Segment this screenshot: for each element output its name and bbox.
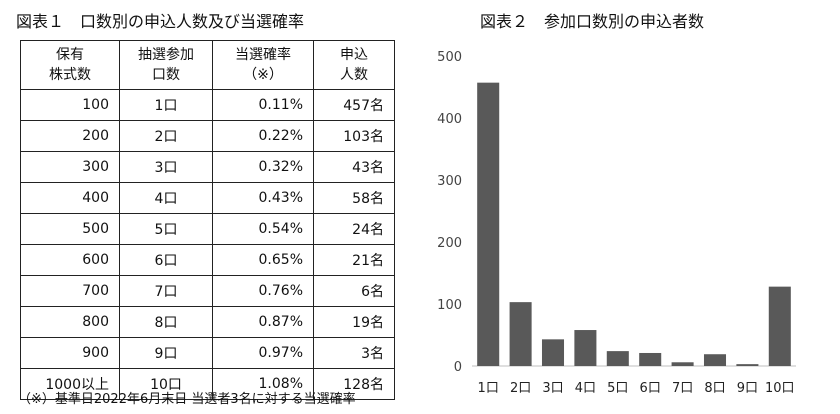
cell-probability: 0.43% <box>212 182 314 214</box>
cell-probability: 0.87% <box>212 306 314 338</box>
bar <box>509 302 532 366</box>
table-row: 900 9口 0.97% 3名 <box>20 337 395 369</box>
cell-shares: 900 <box>20 337 120 369</box>
cell-units: 3口 <box>119 151 213 183</box>
table-row: 600 6口 0.65% 21名 <box>20 244 395 276</box>
cell-applicants: 128名 <box>313 368 395 400</box>
bar <box>574 330 597 366</box>
y-tick-label: 400 <box>437 112 462 127</box>
cell-applicants: 24名 <box>313 213 395 245</box>
cell-units: 4口 <box>119 182 213 214</box>
cell-applicants: 103名 <box>313 120 395 152</box>
cell-units: 8口 <box>119 306 213 338</box>
cell-probability: 0.32% <box>212 151 314 183</box>
table-row: 1000以上 10口 1.08% 128名 <box>20 368 395 400</box>
bar <box>671 362 694 366</box>
bar <box>768 286 791 366</box>
y-tick-label: 500 <box>437 50 462 65</box>
bar <box>477 82 500 366</box>
x-tick-label: 3口 <box>542 381 563 396</box>
x-tick-label: 7口 <box>672 381 693 396</box>
cell-shares: 800 <box>20 306 120 338</box>
cell-shares: 500 <box>20 213 120 245</box>
bar <box>606 351 629 366</box>
cell-applicants: 58名 <box>313 182 395 214</box>
y-tick-label: 200 <box>437 236 462 251</box>
cell-probability: 0.11% <box>212 89 314 121</box>
cell-applicants: 19名 <box>313 306 395 338</box>
header-shares: 保有 株式数 <box>20 40 120 90</box>
cell-applicants: 21名 <box>313 244 395 276</box>
cell-shares: 100 <box>20 89 120 121</box>
cell-units: 9口 <box>119 337 213 369</box>
header-units: 抽選参加 口数 <box>119 40 213 90</box>
bar <box>541 339 565 366</box>
cell-shares: 600 <box>20 244 120 276</box>
x-tick-label: 10口 <box>765 381 795 396</box>
cell-applicants: 3名 <box>313 337 395 369</box>
cell-shares: 1000以上 <box>20 368 120 400</box>
cell-units: 7口 <box>119 275 213 307</box>
cell-applicants: 457名 <box>313 89 395 121</box>
cell-applicants: 43名 <box>313 151 395 183</box>
cell-shares: 200 <box>20 120 120 152</box>
cell-probability: 0.76% <box>212 275 314 307</box>
lottery-table: 保有 株式数 抽選参加 口数 当選確率 （※） 申込 人数 100 1口 0.11%… <box>20 40 395 400</box>
cell-units: 5口 <box>119 213 213 245</box>
table-row: 500 5口 0.54% 24名 <box>20 213 395 245</box>
table-row: 200 2口 0.22% 103名 <box>20 120 395 152</box>
cell-shares: 700 <box>20 275 120 307</box>
cell-units: 1口 <box>119 89 213 121</box>
x-tick-label: 1口 <box>478 381 499 396</box>
cell-applicants: 6名 <box>313 275 395 307</box>
y-tick-label: 300 <box>437 174 462 189</box>
x-tick-label: 2口 <box>510 381 531 396</box>
header-applicants: 申込 人数 <box>313 40 395 90</box>
footnote: （※）基準日2022年6月末日 当選者3名に対する当選確率 <box>18 392 356 407</box>
cell-probability: 0.54% <box>212 213 314 245</box>
bar <box>736 364 759 366</box>
x-tick-label: 5口 <box>607 381 628 396</box>
table-row: 400 4口 0.43% 58名 <box>20 182 395 214</box>
cell-shares: 400 <box>20 182 120 214</box>
bar-chart: 0 100 200 300 400 500 1口 2口 3口 4口 5口 6口 7口 8口 9口 10口 <box>430 36 840 414</box>
table-header-row: 保有 株式数 抽選参加 口数 当選確率 （※） 申込 人数 <box>20 40 395 90</box>
table-row: 800 8口 0.87% 19名 <box>20 306 395 338</box>
bar-chart-svg: 0 100 200 300 400 500 1口 2口 3口 4口 5口 6口 7口 8口 9口 10口 <box>437 50 796 396</box>
cell-shares: 300 <box>20 151 120 183</box>
table-row: 300 3口 0.32% 43名 <box>20 151 395 183</box>
cell-probability: 0.97% <box>212 337 314 369</box>
x-tick-label: 8口 <box>704 381 725 396</box>
cell-units: 10口 <box>119 368 213 400</box>
header-probability: 当選確率 （※） <box>212 40 314 90</box>
cell-units: 2口 <box>119 120 213 152</box>
cell-probability: 0.22% <box>212 120 314 152</box>
x-tick-label: 4口 <box>575 381 596 396</box>
x-tick-label: 9口 <box>737 381 758 396</box>
table-row: 100 1口 0.11% 457名 <box>20 89 395 121</box>
x-tick-label: 6口 <box>640 381 661 396</box>
y-tick-label: 100 <box>437 298 462 313</box>
y-tick-label: 0 <box>454 360 462 375</box>
cell-units: 6口 <box>119 244 213 276</box>
bar <box>639 352 662 366</box>
table-row: 700 7口 0.76% 6名 <box>20 275 395 307</box>
table-title: 図表１ 口数別の申込人数及び当選確率 <box>16 12 305 31</box>
bar <box>703 354 727 366</box>
cell-probability: 0.65% <box>212 244 314 276</box>
table-body: 100 1口 0.11% 457名 200 2口 0.22% 103名 300 3口 0.32% 43… <box>20 89 395 400</box>
chart-title: 図表２ 参加口数別の申込者数 <box>480 12 705 31</box>
